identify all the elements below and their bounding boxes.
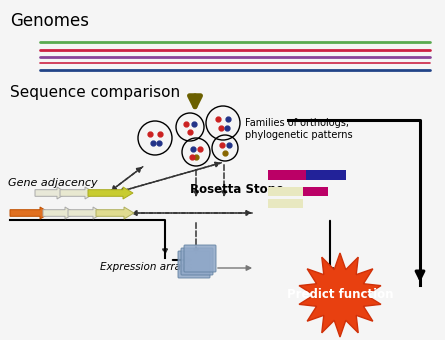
Text: Expression arrays: Expression arrays [100,262,193,272]
Bar [268,199,303,208]
Text: Gene adjacency: Gene adjacency [8,178,97,188]
FancyArrow shape [88,187,133,199]
FancyArrow shape [68,207,103,219]
FancyBboxPatch shape [178,251,210,278]
FancyArrow shape [96,207,134,219]
Bar [306,170,346,180]
Bar [268,187,303,196]
Text: Genomes: Genomes [10,12,89,30]
FancyArrow shape [60,187,95,199]
FancyBboxPatch shape [184,245,216,272]
FancyArrow shape [10,207,50,219]
Bar [268,170,306,180]
Polygon shape [299,253,381,337]
FancyArrow shape [35,187,67,199]
Text: Predict function: Predict function [287,289,393,302]
Bar [303,187,328,196]
Text: Rosetta Stone: Rosetta Stone [190,183,284,196]
Text: Families of orthologs,
phylogenetic patterns: Families of orthologs, phylogenetic patt… [245,118,352,140]
FancyBboxPatch shape [181,248,213,275]
FancyArrow shape [43,207,75,219]
Text: Sequence comparison: Sequence comparison [10,85,180,100]
